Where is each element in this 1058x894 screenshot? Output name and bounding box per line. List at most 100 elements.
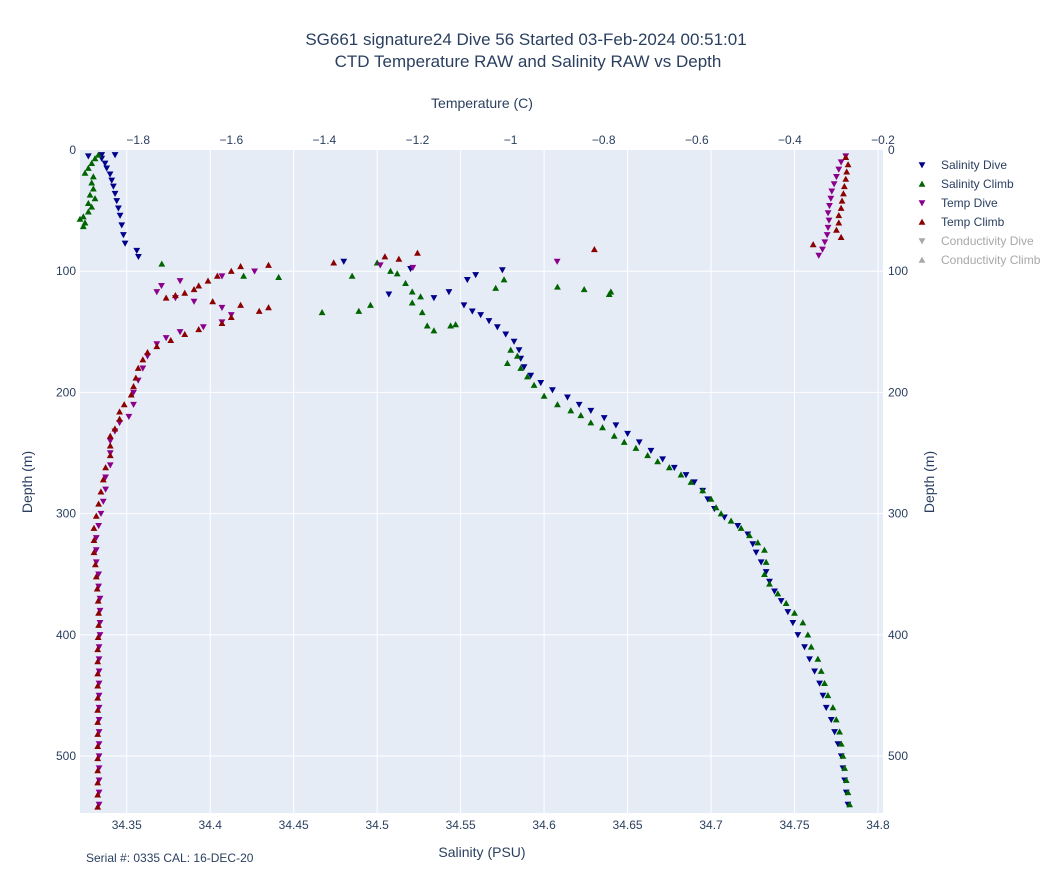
data-point <box>699 487 707 494</box>
data-point <box>430 327 438 334</box>
data-point <box>99 476 107 483</box>
data-point <box>463 276 471 284</box>
data-point <box>789 619 797 627</box>
data-point <box>190 285 198 293</box>
data-point <box>754 539 762 546</box>
data-point <box>824 692 832 699</box>
data-point <box>106 462 114 469</box>
data-point <box>90 536 98 544</box>
data-point <box>520 364 528 371</box>
data-point <box>95 571 103 578</box>
legend-marker <box>918 238 926 245</box>
x2-tick-label: −1.4 <box>313 133 337 147</box>
data-point <box>524 373 531 380</box>
y2-tick-label: 400 <box>888 628 908 642</box>
data-point <box>348 272 356 279</box>
data-point <box>116 212 124 219</box>
data-point <box>517 364 525 371</box>
data-point <box>819 692 827 699</box>
legend-item[interactable]: Salinity Climb <box>918 177 1014 191</box>
data-point <box>831 729 838 736</box>
data-point <box>318 309 326 316</box>
data-point <box>493 324 501 331</box>
data-point <box>153 289 161 296</box>
data-point <box>95 716 103 724</box>
data-point <box>659 456 667 463</box>
data-point <box>265 304 272 311</box>
data-point <box>95 704 103 711</box>
data-point <box>841 764 849 771</box>
legend-marker <box>918 180 926 187</box>
legend-item[interactable]: Temp Dive <box>918 196 998 210</box>
data-point <box>540 392 548 399</box>
data-point <box>794 632 802 639</box>
data-point <box>97 488 105 495</box>
data-point <box>620 438 628 445</box>
y-axis-ticks: 0 100 200 300 400 500 <box>56 143 76 763</box>
data-point <box>460 302 468 309</box>
data-point <box>237 301 244 308</box>
data-point <box>707 495 715 502</box>
data-point <box>837 740 845 747</box>
data-point <box>133 247 141 255</box>
data-point <box>762 569 770 576</box>
data-point <box>833 226 840 233</box>
data-point <box>95 621 103 628</box>
data-point <box>95 692 103 699</box>
data-point <box>502 331 510 338</box>
data-point <box>799 619 807 626</box>
data-point <box>761 570 768 577</box>
x-axis-ticks: 34.35 34.4 34.45 34.5 34.55 34.6 34.65 34.7 34.7… <box>112 818 890 832</box>
data-point <box>109 183 117 190</box>
data-point <box>91 195 99 202</box>
y-axis-title: Depth (m) <box>19 451 35 513</box>
data-point <box>108 177 116 184</box>
data-point <box>91 155 99 162</box>
y-tick-label: 0 <box>69 143 76 157</box>
y-tick-label: 100 <box>56 264 76 278</box>
y2-tick-label: 500 <box>888 749 908 763</box>
data-point <box>94 791 102 798</box>
data-point <box>94 803 102 810</box>
data-point <box>227 313 235 320</box>
data-point <box>93 585 101 592</box>
data-point <box>120 401 128 408</box>
data-point <box>530 381 538 388</box>
data-point <box>199 324 207 331</box>
data-point <box>827 716 835 724</box>
data-point <box>823 232 831 239</box>
data-point <box>106 432 114 439</box>
data-point <box>816 680 823 687</box>
data-point <box>452 321 460 328</box>
data-point <box>92 573 100 580</box>
x-tick-label: 34.35 <box>112 818 142 832</box>
chart-subtitle: CTD Temperature RAW and Salinity RAW vs … <box>335 52 722 71</box>
x2-axis-title: Temperature (C) <box>431 95 533 111</box>
legend-item[interactable]: Salinity Dive <box>918 158 1008 172</box>
data-point <box>101 160 109 167</box>
data-point <box>96 607 104 614</box>
data-point <box>821 239 829 246</box>
data-point <box>734 523 742 530</box>
data-point <box>111 425 119 432</box>
data-point <box>94 670 102 677</box>
legend-marker <box>918 218 926 225</box>
data-point <box>132 374 140 381</box>
data-point <box>79 213 87 220</box>
data-point <box>95 523 103 530</box>
data-point <box>393 270 401 277</box>
legend-item[interactable]: Conductivity Dive <box>918 234 1034 248</box>
legend-item[interactable]: Conductivity Climb <box>918 253 1041 267</box>
data-point <box>828 188 836 195</box>
data-point <box>209 298 217 305</box>
data-point <box>752 549 760 556</box>
data-point <box>836 728 843 735</box>
legend-item[interactable]: Temp Climb <box>918 215 1005 229</box>
data-point <box>553 258 561 265</box>
data-point <box>590 245 598 253</box>
data-point <box>95 777 103 784</box>
data-point <box>106 442 114 449</box>
series-salinity-climb <box>76 151 854 808</box>
data-point <box>766 580 773 587</box>
